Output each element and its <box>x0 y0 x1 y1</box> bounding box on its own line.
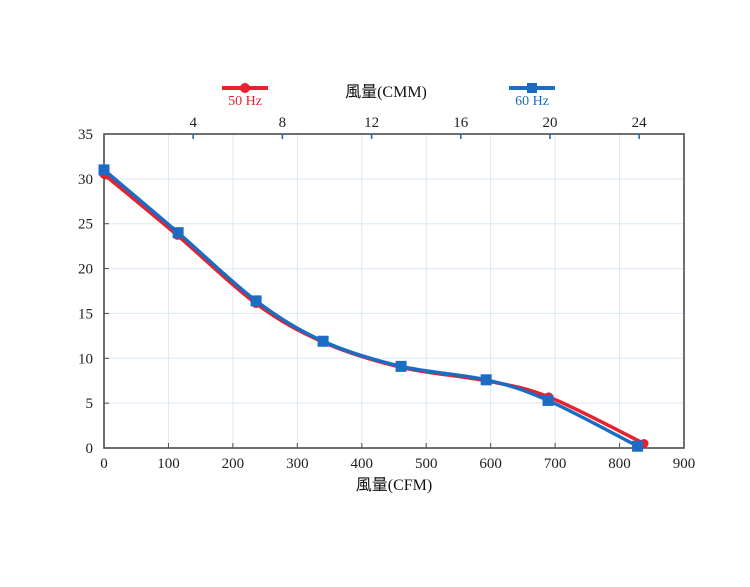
y-tick-label: 25 <box>78 217 93 233</box>
axis-border <box>103 133 685 449</box>
series-60hz-marker <box>98 164 110 176</box>
series-60hz-marker <box>632 440 644 452</box>
x-tick-label: 100 <box>157 456 180 472</box>
top-axis-title: 風量(CMM) <box>345 84 427 101</box>
legend-label-60hz: 60 Hz <box>515 94 549 109</box>
60hz-line-square-marker-icon <box>509 82 555 94</box>
x-tick-label: 0 <box>100 456 108 472</box>
legend-item-50hz: 50 Hz <box>222 82 268 109</box>
series-60hz-line <box>102 168 640 448</box>
y-tick-label: 20 <box>78 262 93 278</box>
x-tick-label: 300 <box>286 456 309 472</box>
y-tick-label: 5 <box>86 396 94 412</box>
cmm-tick-label: 12 <box>364 115 379 131</box>
legend-circle-marker-icon <box>240 83 250 93</box>
y-tick-label: 0 <box>86 441 94 457</box>
x-tick-label: 200 <box>222 456 245 472</box>
series-60hz-marker <box>172 227 184 239</box>
x-tick-label: 600 <box>479 456 502 472</box>
bottom-axis-title: 風量(CFM) <box>355 477 433 494</box>
cmm-tick-label: 16 <box>453 115 469 131</box>
series-60hz-marker <box>542 394 554 406</box>
cmm-tick-label: 24 <box>632 115 648 131</box>
y-tick-label: 15 <box>78 306 93 322</box>
x-tick-label: 700 <box>544 456 567 472</box>
series-60hz-marker <box>250 295 262 307</box>
legend-square-marker-icon <box>527 83 537 93</box>
series-60hz-marker <box>395 360 407 372</box>
50hz-line-circle-marker-icon <box>222 82 268 94</box>
series-60hz-marker <box>317 335 329 347</box>
legend-item-60hz: 60 Hz <box>509 82 555 109</box>
y-tick-label: 10 <box>78 351 93 367</box>
x-tick-label: 400 <box>351 456 374 472</box>
x-tick-label: 900 <box>673 456 696 472</box>
cmm-tick-label: 8 <box>279 115 287 131</box>
cmm-tick-label: 4 <box>189 115 197 131</box>
y-tick-label: 35 <box>78 127 93 143</box>
y-tick-label: 30 <box>78 172 93 188</box>
x-tick-label: 800 <box>608 456 631 472</box>
x-tick-label: 500 <box>415 456 438 472</box>
legend-label-50hz: 50 Hz <box>228 94 262 109</box>
series-60hz-marker <box>480 374 492 386</box>
cmm-tick-label: 20 <box>542 115 557 131</box>
